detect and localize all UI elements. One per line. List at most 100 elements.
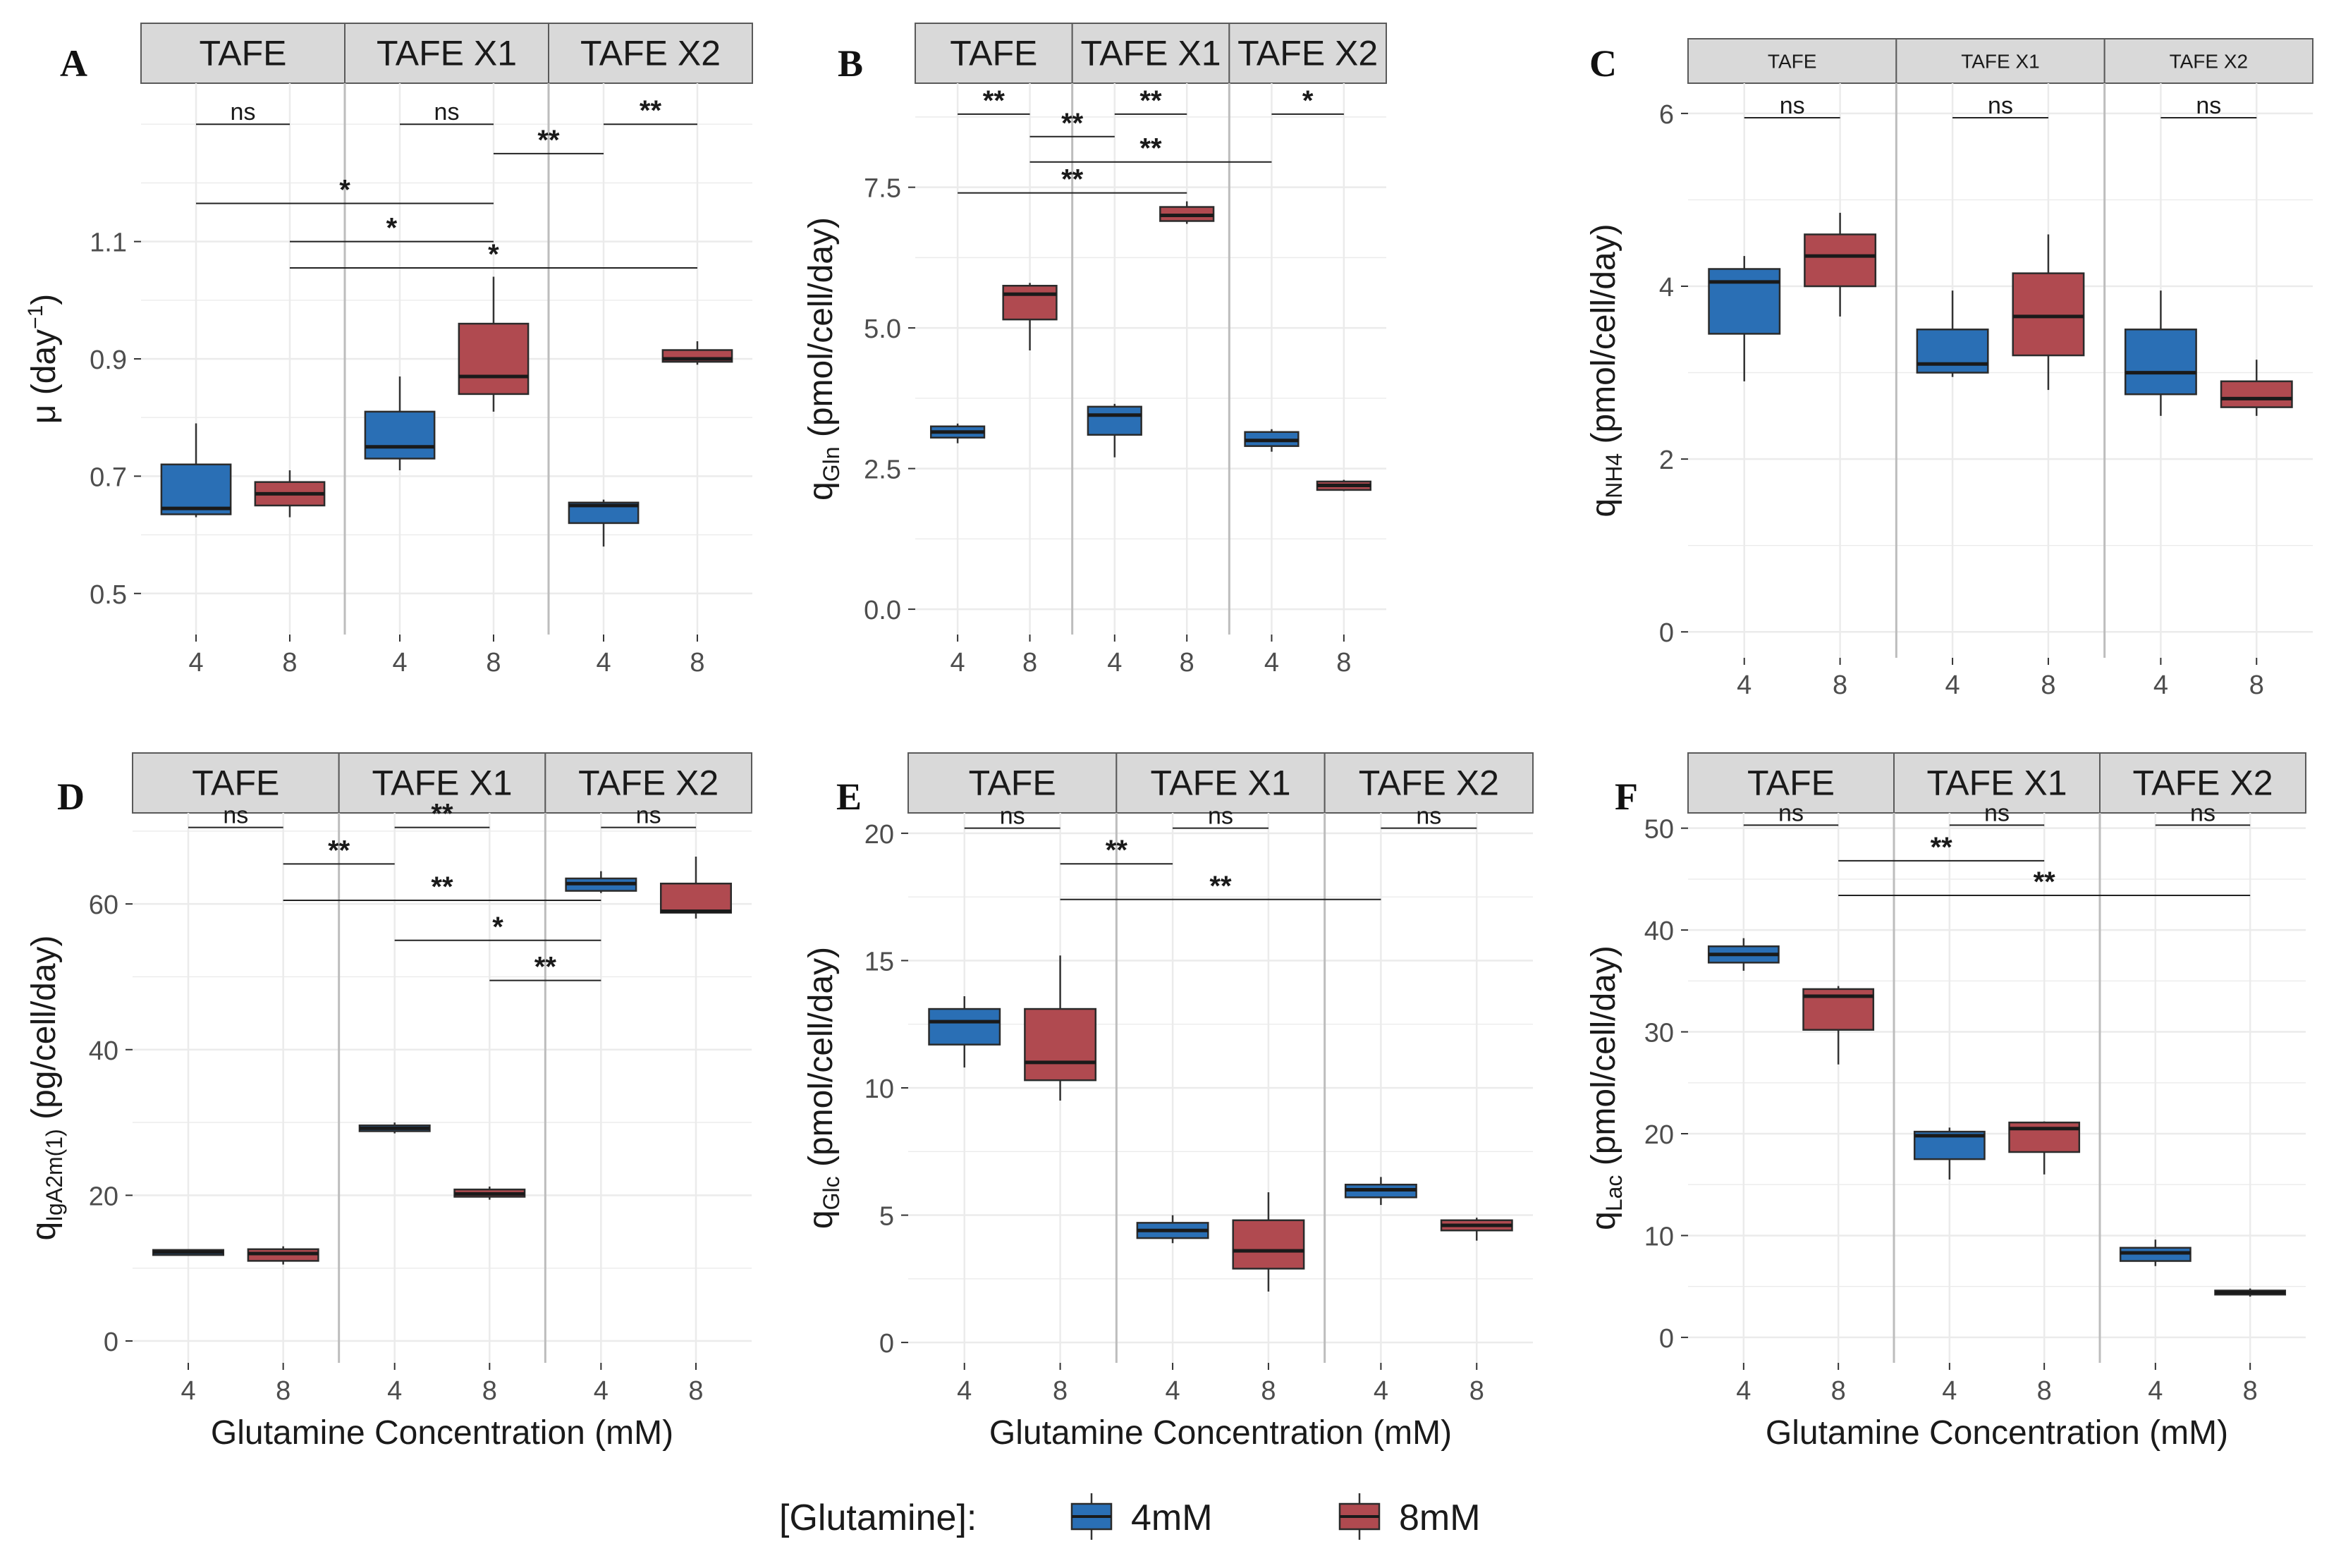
facet-label: TAFE X2 bbox=[1359, 764, 1499, 803]
y-tick-label: 5.0 bbox=[864, 314, 901, 344]
facet-label: TAFE bbox=[199, 34, 286, 73]
box-8mM bbox=[2220, 360, 2293, 416]
sig-bracket: ns bbox=[188, 802, 283, 829]
facet-strip bbox=[548, 23, 753, 84]
facet-strip bbox=[1115, 752, 1326, 814]
panel-c: C TAFE TAFE X1 TAFE X2 0 2 4 6 4 8 4 8 4 8 ns ns ns qNH4 … bbox=[1585, 38, 2314, 700]
x-tick-label: 8 bbox=[1469, 1376, 1484, 1406]
y-axis-label-tail: (pmol/cell/day) bbox=[1585, 223, 1622, 453]
facet-label: TAFE X2 bbox=[1237, 34, 1378, 73]
sig-bracket: ** bbox=[1114, 85, 1187, 116]
sig-bracket: ns bbox=[2155, 800, 2251, 826]
y-axis-label-main: μ (day bbox=[25, 329, 63, 424]
sig-label: ** bbox=[431, 799, 453, 830]
box-4mM bbox=[364, 376, 436, 471]
box-body bbox=[928, 1007, 1001, 1046]
legend-item-4mM: 4mM bbox=[1070, 1493, 1213, 1540]
y-axis-label-main: q bbox=[25, 1222, 63, 1241]
sig-label: ** bbox=[1139, 85, 1162, 116]
x-tick-label: 8 bbox=[276, 1376, 291, 1406]
sig-label: * bbox=[492, 912, 503, 943]
legend: [Glutamine]: 4mM 8mM bbox=[779, 1493, 1481, 1540]
sig-label: ns bbox=[2196, 92, 2221, 119]
x-tick-label: 8 bbox=[1180, 648, 1194, 678]
x-tick-label: 8 bbox=[1261, 1376, 1276, 1406]
sig-bracket: ns bbox=[400, 99, 494, 125]
facet-strip bbox=[1687, 752, 1895, 814]
x-tick-label: 8 bbox=[2041, 670, 2055, 700]
x-axis-label: Glutamine Concentration (mM) bbox=[211, 1414, 673, 1452]
facet-strip bbox=[1687, 38, 1897, 84]
sig-label: ** bbox=[1209, 871, 1232, 902]
box-4mM bbox=[2119, 1239, 2192, 1266]
y-tick-label: 2.5 bbox=[864, 455, 901, 485]
y-axis-label-sub: Lac bbox=[1601, 1175, 1627, 1212]
box-4mM bbox=[152, 1249, 225, 1256]
box-4mM bbox=[1244, 429, 1300, 452]
x-tick-label: 8 bbox=[690, 648, 704, 678]
sig-label: ** bbox=[1931, 832, 1953, 863]
x-tick-label: 4 bbox=[1107, 648, 1122, 678]
box-4mM bbox=[160, 423, 232, 517]
x-tick-label: 4 bbox=[957, 1376, 972, 1406]
facet-label: TAFE X1 bbox=[1080, 34, 1221, 73]
y-axis-label-main: q bbox=[802, 1210, 840, 1229]
y-axis-label-tail: (pmol/cell/day) bbox=[802, 947, 840, 1176]
x-tick-label: 8 bbox=[282, 648, 297, 678]
legend-title: [Glutamine]: bbox=[779, 1497, 977, 1538]
panel-letter: E bbox=[836, 776, 862, 818]
sig-label: ns bbox=[2190, 800, 2215, 826]
sig-bracket: ** bbox=[489, 952, 601, 983]
box-8mM bbox=[661, 341, 733, 365]
sig-bracket: ** bbox=[283, 835, 395, 866]
facet-label: TAFE bbox=[192, 764, 279, 803]
sig-label: ** bbox=[1106, 835, 1128, 866]
box-body bbox=[458, 322, 530, 396]
y-axis-label: qGln (pmol/cell/day) bbox=[802, 217, 844, 501]
facet-strip bbox=[915, 23, 1073, 84]
box-8mM bbox=[1232, 1192, 1305, 1292]
facet-strip bbox=[140, 23, 346, 84]
facet-strip bbox=[1895, 38, 2105, 84]
sig-bracket: * bbox=[196, 175, 494, 206]
facet-strip bbox=[1228, 23, 1388, 84]
sig-bracket: ** bbox=[1060, 871, 1381, 902]
sig-bracket: ** bbox=[1060, 835, 1173, 866]
box-8mM bbox=[2008, 1121, 2081, 1175]
sig-bracket: ** bbox=[1838, 832, 2045, 863]
y-tick-label: 50 bbox=[1644, 815, 1674, 845]
facet-label: TAFE X2 bbox=[578, 764, 719, 803]
facet-label: TAFE bbox=[950, 34, 1037, 73]
y-tick-label: 15 bbox=[864, 947, 894, 976]
facet-strip bbox=[544, 752, 752, 814]
sig-label: ** bbox=[1061, 164, 1084, 195]
x-tick-label: 8 bbox=[1022, 648, 1037, 678]
box-4mM bbox=[1916, 290, 1989, 377]
box-8mM bbox=[458, 276, 530, 412]
legend-label: 8mM bbox=[1399, 1497, 1481, 1538]
x-tick-label: 8 bbox=[1053, 1376, 1068, 1406]
x-tick-label: 4 bbox=[2148, 1376, 2163, 1406]
sig-label: ** bbox=[983, 85, 1005, 116]
panel-letter: D bbox=[57, 776, 85, 818]
sig-bracket: ns bbox=[1743, 800, 1839, 826]
facet-label: TAFE X1 bbox=[1926, 764, 2067, 803]
box-4mM bbox=[928, 996, 1001, 1068]
sig-label: ns bbox=[223, 802, 248, 829]
sig-bracket: ns bbox=[1949, 800, 2045, 826]
box-body bbox=[1804, 233, 1877, 288]
x-tick-label: 8 bbox=[688, 1376, 703, 1406]
facet-strip bbox=[1893, 752, 2101, 814]
sig-label: ** bbox=[2034, 866, 2056, 898]
x-tick-label: 4 bbox=[1945, 670, 1960, 700]
y-tick-label: 40 bbox=[89, 1036, 118, 1066]
box-8mM bbox=[1802, 986, 1875, 1065]
y-tick-label: 0.5 bbox=[90, 580, 127, 610]
sig-label: ** bbox=[1139, 133, 1162, 164]
panel-a: A TAFE TAFE X1 TAFE X2 0.5 0.7 0.9 1.1 4 8 4 8 4 8 ns n… bbox=[24, 23, 753, 678]
x-tick-label: 8 bbox=[2243, 1376, 2258, 1406]
box-8mM bbox=[2012, 234, 2085, 391]
sig-bracket: ** bbox=[283, 871, 601, 902]
sig-bracket: ** bbox=[493, 125, 604, 156]
y-axis-label-main: q bbox=[802, 482, 840, 501]
